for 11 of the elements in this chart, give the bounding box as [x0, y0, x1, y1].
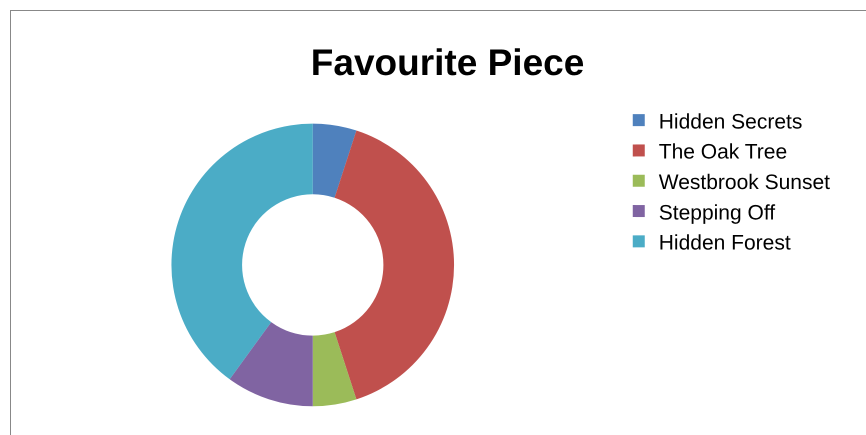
legend-label: Westbrook Sunset — [658, 170, 830, 194]
legend-label: Hidden Forest — [658, 232, 791, 255]
donut-slice — [334, 130, 454, 400]
legend-label: Hidden Secrets — [658, 110, 802, 134]
donut-slice — [312, 332, 356, 406]
donut-slice — [312, 124, 356, 198]
legend-label: The Oak Tree — [658, 140, 788, 164]
donut-slice — [172, 124, 313, 380]
donut-slice — [230, 322, 313, 406]
chart-title: Favourite Piece — [310, 42, 584, 83]
legend-label: Stepping Off — [658, 201, 776, 224]
